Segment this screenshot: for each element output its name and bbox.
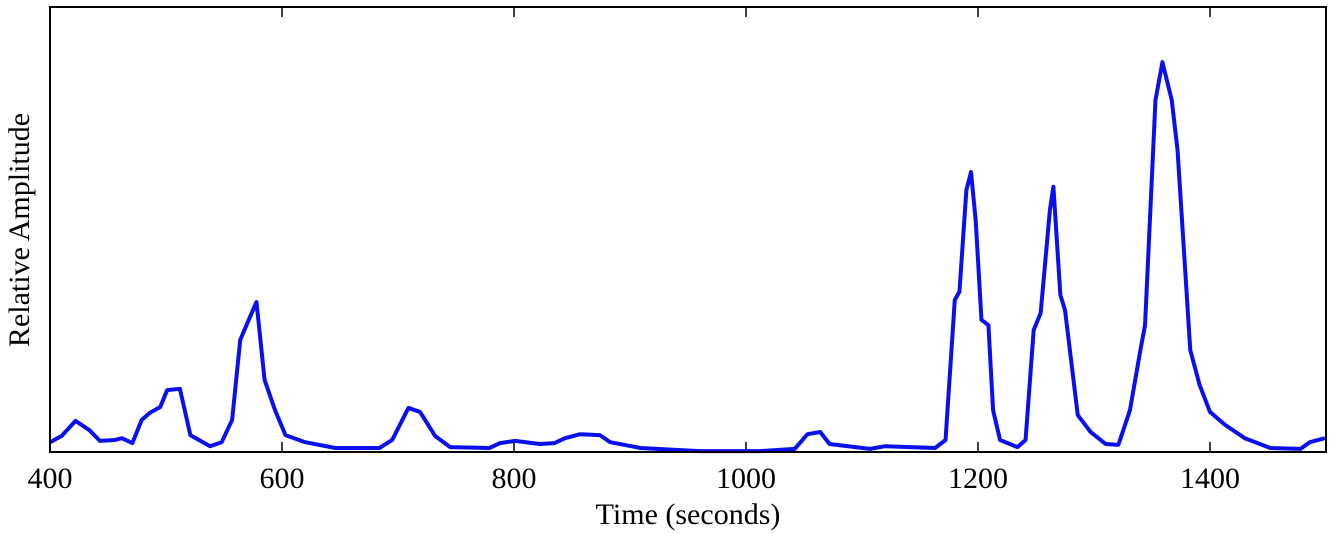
x-tick-label: 1400 xyxy=(1180,462,1240,495)
x-tick-label: 800 xyxy=(492,462,537,495)
line-series xyxy=(49,60,1326,454)
x-tick-label: 400 xyxy=(28,462,73,495)
x-tick-label: 600 xyxy=(260,462,305,495)
y-axis-label: Relative Amplitude xyxy=(3,113,36,347)
x-tick-label: 1200 xyxy=(948,462,1008,495)
x-tick-label: 1000 xyxy=(716,462,776,495)
x-axis-label: Time (seconds) xyxy=(596,498,781,531)
plot-frame xyxy=(49,6,1327,453)
